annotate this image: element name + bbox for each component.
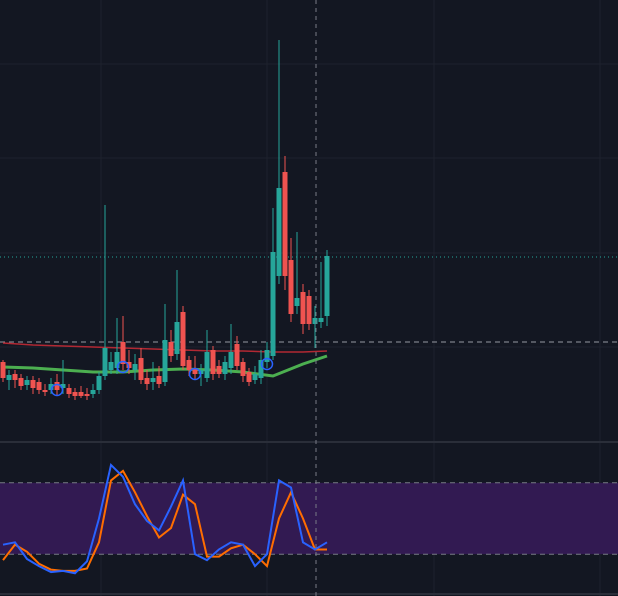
candle-body xyxy=(144,378,150,384)
candle-body xyxy=(24,380,30,385)
candle-body xyxy=(156,376,162,384)
candle-body xyxy=(54,382,60,390)
candle-body xyxy=(30,380,36,388)
candle-body xyxy=(312,318,318,324)
candle-body xyxy=(48,384,54,390)
candle-body xyxy=(18,378,24,386)
price-pane xyxy=(0,40,618,400)
candle-body xyxy=(108,362,114,370)
candle-body xyxy=(78,392,84,396)
candle-body xyxy=(210,350,216,374)
candle-body xyxy=(114,352,120,368)
candle-body xyxy=(168,342,174,356)
oscillator-line xyxy=(2,469,327,572)
candle-body xyxy=(300,292,306,324)
signal-marker xyxy=(260,357,274,371)
candle-body xyxy=(180,312,186,366)
candle-body xyxy=(60,384,66,388)
candle-body xyxy=(198,370,204,374)
candle-body xyxy=(162,340,168,382)
candle-body xyxy=(186,360,192,370)
signal-marker xyxy=(50,383,64,397)
moving-average xyxy=(2,342,328,353)
candle-body xyxy=(138,358,144,380)
candle-body xyxy=(306,296,312,324)
candle-body xyxy=(90,390,96,394)
candle-body xyxy=(150,378,156,382)
candle-body xyxy=(120,342,126,364)
candle-body xyxy=(318,318,324,322)
candle-body xyxy=(192,368,198,374)
moving-average xyxy=(2,354,328,378)
candle-body xyxy=(282,172,288,276)
candle-body xyxy=(324,256,330,316)
candle-body xyxy=(132,364,138,370)
candle-body xyxy=(174,322,180,354)
signal-marker xyxy=(188,367,202,381)
candle-body xyxy=(234,344,240,366)
candle-body xyxy=(102,348,108,376)
candle-body xyxy=(270,252,276,356)
candle-body xyxy=(36,382,42,390)
candle-body xyxy=(6,375,12,380)
candle-body xyxy=(288,260,294,314)
candle-body xyxy=(72,392,78,396)
candle-body xyxy=(42,390,48,392)
candle-body xyxy=(276,188,282,276)
candle-body xyxy=(126,362,132,368)
oscillator-pane xyxy=(0,462,618,575)
candle-body xyxy=(66,388,72,394)
candle-body xyxy=(264,350,270,362)
candle-body xyxy=(222,362,228,374)
candle-body xyxy=(12,374,18,380)
candle-body xyxy=(258,360,264,378)
candle-body xyxy=(0,362,6,378)
candle-body xyxy=(96,376,102,390)
candle-body xyxy=(294,298,300,306)
candle-body xyxy=(84,394,90,396)
candle-body xyxy=(240,362,246,376)
candle-body xyxy=(252,374,258,380)
oscillator-line xyxy=(2,462,328,575)
candle-body xyxy=(216,366,222,374)
candle-body xyxy=(228,352,234,368)
signal-marker xyxy=(116,360,130,374)
candle-body xyxy=(246,372,252,382)
candle-body xyxy=(204,352,210,378)
